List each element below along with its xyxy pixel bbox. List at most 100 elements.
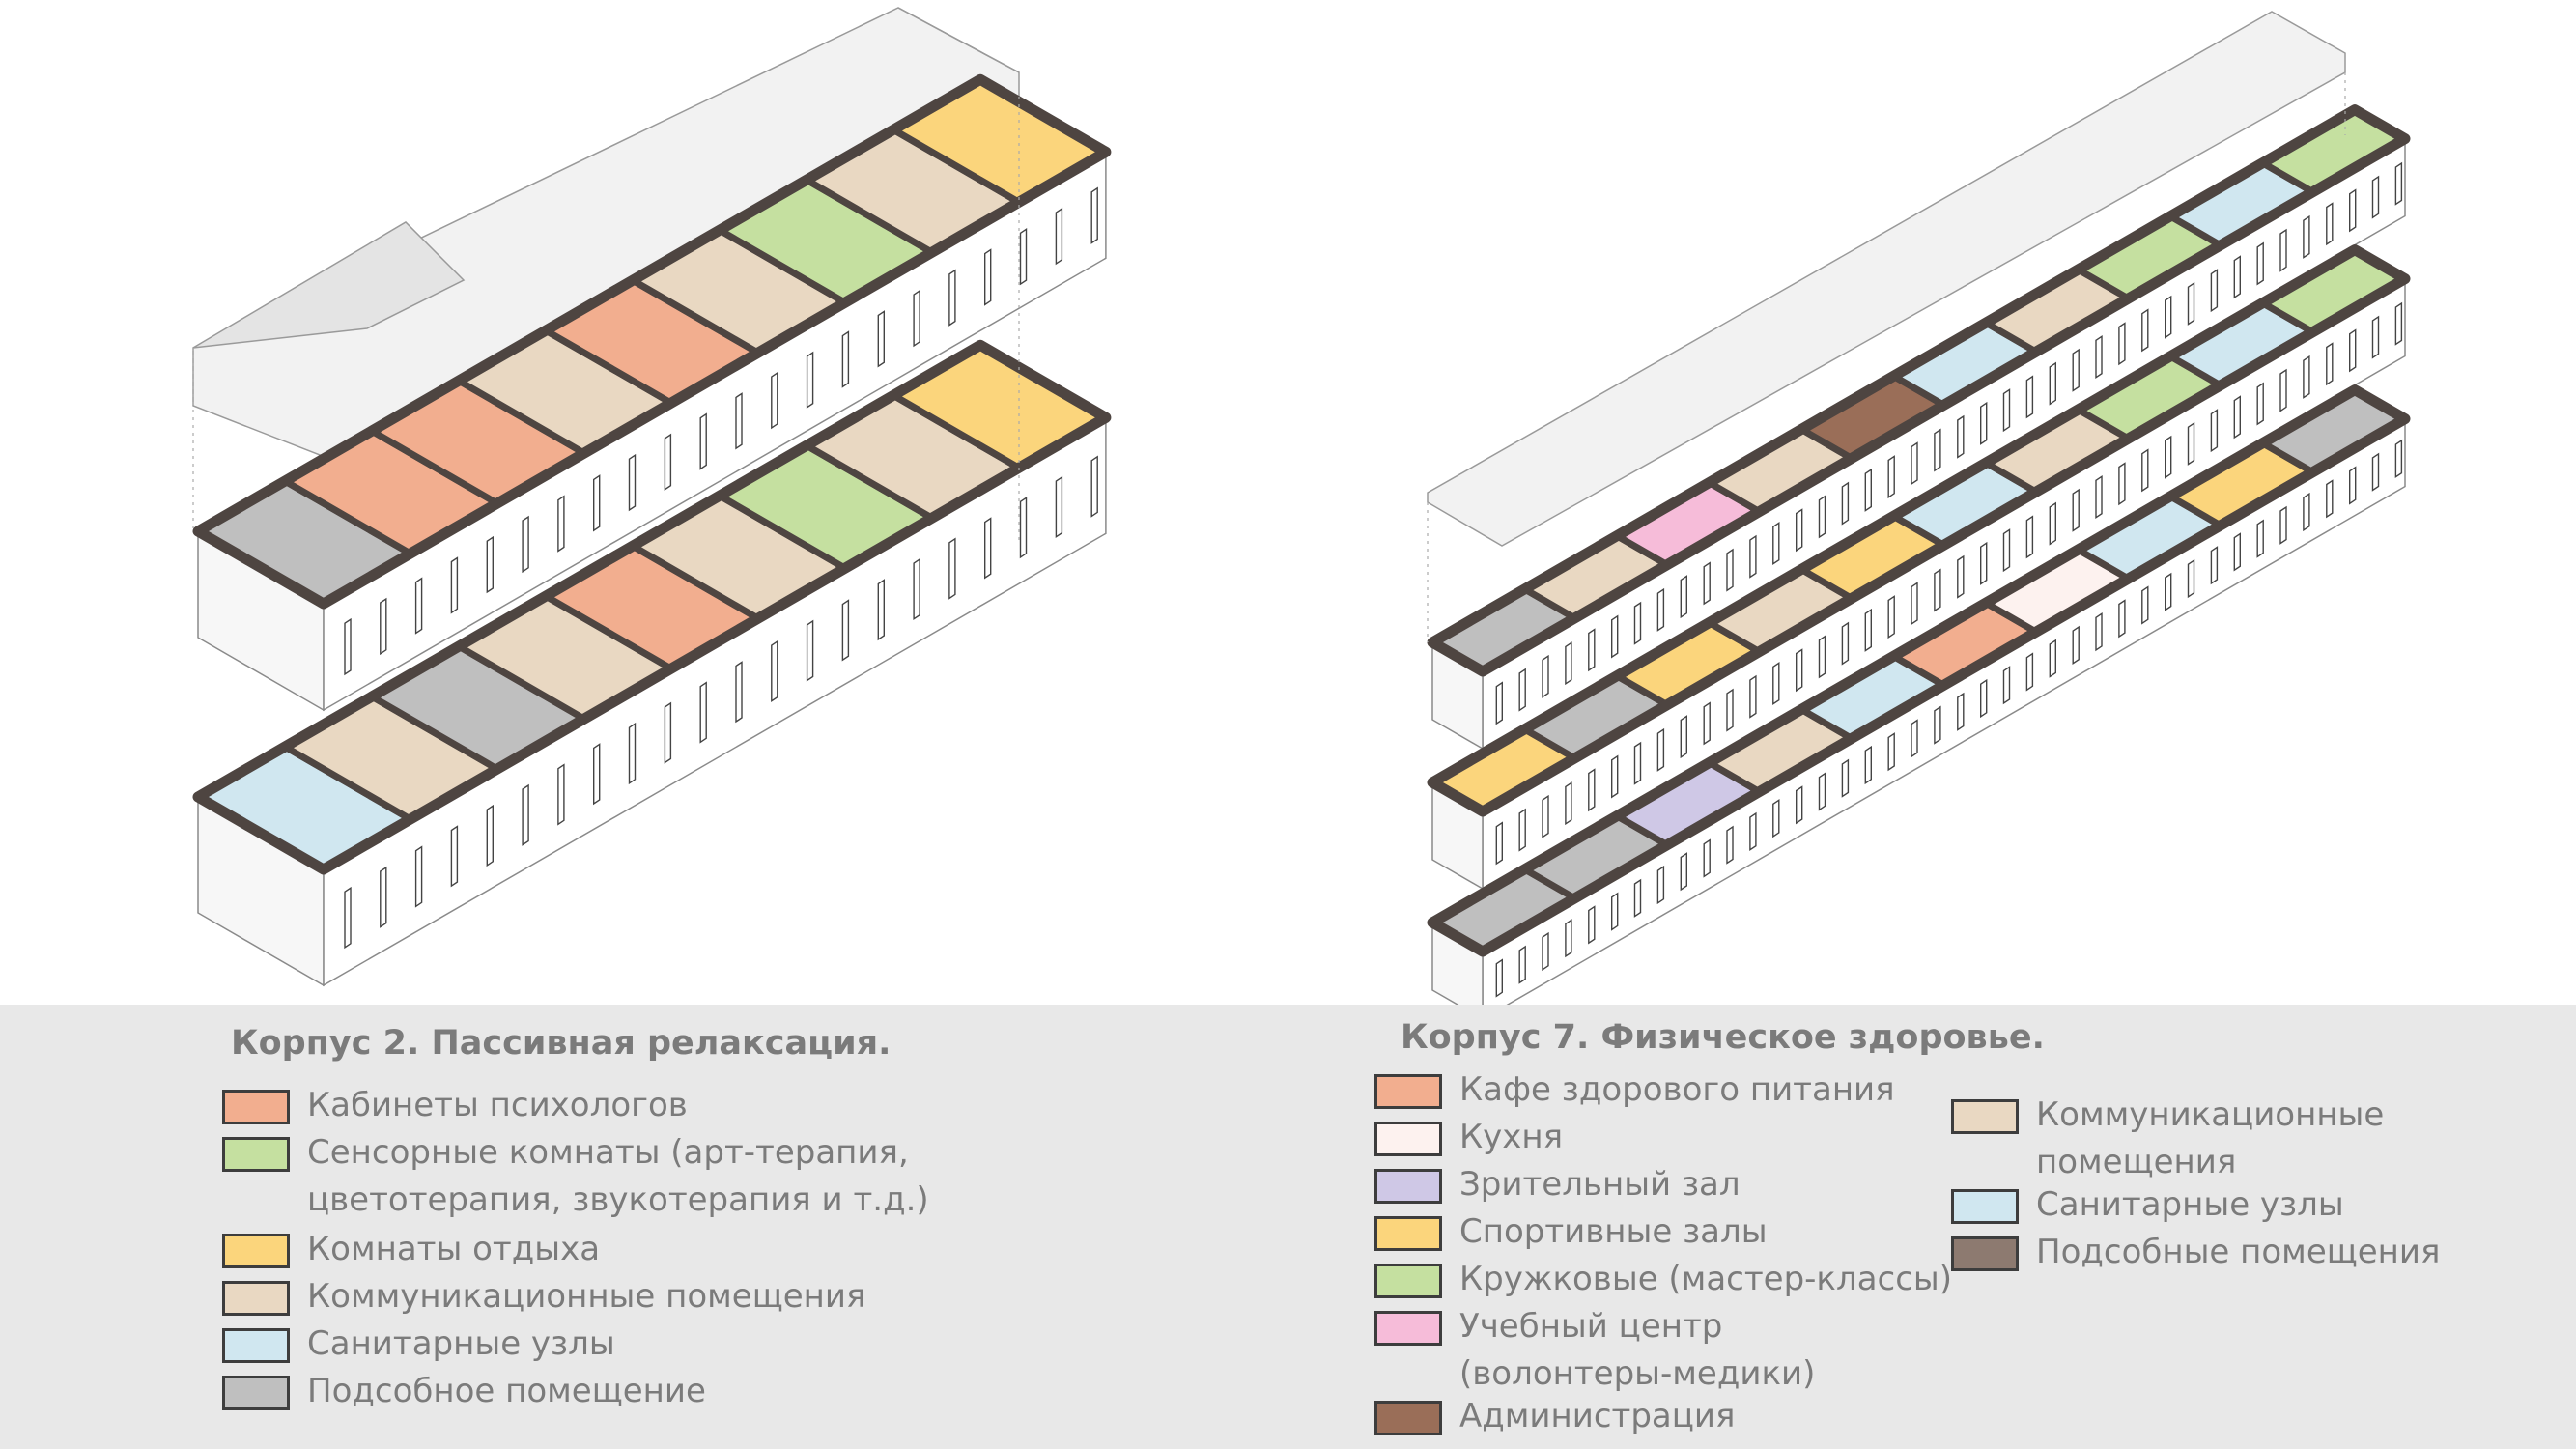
- window: [522, 783, 529, 846]
- legend-label: Кухня: [1459, 1118, 1564, 1156]
- window: [1749, 674, 1757, 719]
- legend-item: Администрация: [1374, 1397, 1735, 1440]
- window: [1588, 768, 1596, 812]
- legend-swatch: [1374, 1264, 1442, 1298]
- window: [557, 763, 565, 826]
- window: [2279, 505, 2287, 545]
- legend-item: Кухня: [1374, 1118, 1563, 1161]
- window: [2072, 488, 2080, 532]
- legend-label: Коммуникационные помещения: [307, 1277, 866, 1316]
- legend-swatch: [1374, 1216, 1442, 1251]
- legend-swatch: [1951, 1099, 2019, 1134]
- window: [1610, 754, 1619, 799]
- window: [2210, 269, 2219, 313]
- window: [344, 617, 352, 676]
- window: [1019, 227, 1028, 286]
- window: [2371, 175, 2380, 219]
- window: [2256, 382, 2264, 426]
- window: [841, 330, 850, 388]
- window: [1957, 554, 1965, 599]
- window: [1518, 945, 1526, 984]
- window: [1633, 878, 1642, 918]
- window: [1542, 931, 1549, 972]
- window: [2118, 322, 2126, 366]
- legend-label: Администрация: [1459, 1397, 1736, 1435]
- legend-item: Санитарные узлы: [222, 1324, 615, 1368]
- window: [1656, 727, 1665, 772]
- window: [1818, 495, 1826, 539]
- window: [2187, 421, 2195, 466]
- window: [2164, 295, 2172, 339]
- window: [1633, 741, 1642, 785]
- window: [2187, 281, 2195, 326]
- window: [2095, 611, 2103, 652]
- window: [1542, 654, 1549, 698]
- window: [2348, 188, 2357, 233]
- window: [2118, 599, 2126, 639]
- window: [1841, 481, 1850, 526]
- window: [735, 661, 743, 724]
- window: [1726, 825, 1734, 865]
- legend-label: Комнаты отдыха: [307, 1230, 601, 1268]
- window: [2002, 666, 2011, 705]
- legend-item: Кафе здорового питания: [1374, 1070, 1895, 1114]
- window: [1749, 534, 1757, 579]
- left-upper-outline: [192, 73, 1112, 610]
- window: [1588, 628, 1596, 672]
- window: [1911, 441, 1918, 486]
- window: [806, 351, 814, 410]
- window: [2141, 585, 2149, 625]
- window: [1495, 681, 1504, 725]
- window: [948, 537, 956, 600]
- window: [1957, 414, 1965, 459]
- window: [2394, 439, 2403, 479]
- window: [1979, 678, 1988, 719]
- window: [450, 825, 459, 888]
- window: [913, 289, 920, 348]
- window: [1703, 701, 1711, 746]
- window: [2164, 435, 2172, 479]
- legend-panel: Корпус 2. Пассивная релаксация. Кабинеты…: [0, 1005, 2576, 1449]
- window: [984, 248, 992, 306]
- window: [1610, 614, 1619, 659]
- window: [1887, 732, 1895, 772]
- window: [1680, 715, 1688, 759]
- window: [1887, 455, 1895, 499]
- window: [2095, 334, 2103, 380]
- window: [1610, 892, 1619, 931]
- legend-item: Кружковые (мастер-классы): [1374, 1260, 1952, 1303]
- legend-label: Зрительный зал: [1459, 1165, 1741, 1204]
- window: [841, 599, 850, 662]
- window: [2303, 492, 2310, 532]
- window: [2187, 558, 2195, 599]
- window: [984, 517, 992, 580]
- legend-swatch: [1374, 1401, 1442, 1435]
- window: [2233, 255, 2242, 299]
- legend-item: Санитарные узлы: [1951, 1185, 2344, 1229]
- window: [2141, 308, 2149, 353]
- window: [486, 535, 494, 594]
- window: [1565, 781, 1572, 826]
- window: [2025, 652, 2034, 692]
- window: [380, 866, 387, 928]
- legend-item: Сенсорные комнаты (арт-терапия, цветотер…: [222, 1133, 929, 1224]
- legend-title-building-7: Корпус 7. Физическое здоровье.: [1401, 1018, 2045, 1057]
- window: [1841, 621, 1850, 666]
- window: [2326, 479, 2334, 519]
- window: [1749, 811, 1757, 852]
- legend-swatch: [1374, 1311, 1442, 1346]
- legend-label: Подсобное помещение: [307, 1372, 706, 1410]
- window: [2394, 161, 2403, 206]
- legend-label: Кабинеты психологов: [307, 1086, 688, 1124]
- window: [1772, 521, 1780, 566]
- window: [2095, 474, 2103, 520]
- window: [2210, 409, 2219, 453]
- window: [1055, 475, 1063, 539]
- window: [2049, 639, 2057, 678]
- window: [699, 681, 707, 744]
- window: [380, 597, 387, 656]
- legend-swatch: [1374, 1169, 1442, 1204]
- window: [2326, 342, 2334, 386]
- window: [1055, 207, 1063, 266]
- window: [1090, 455, 1098, 518]
